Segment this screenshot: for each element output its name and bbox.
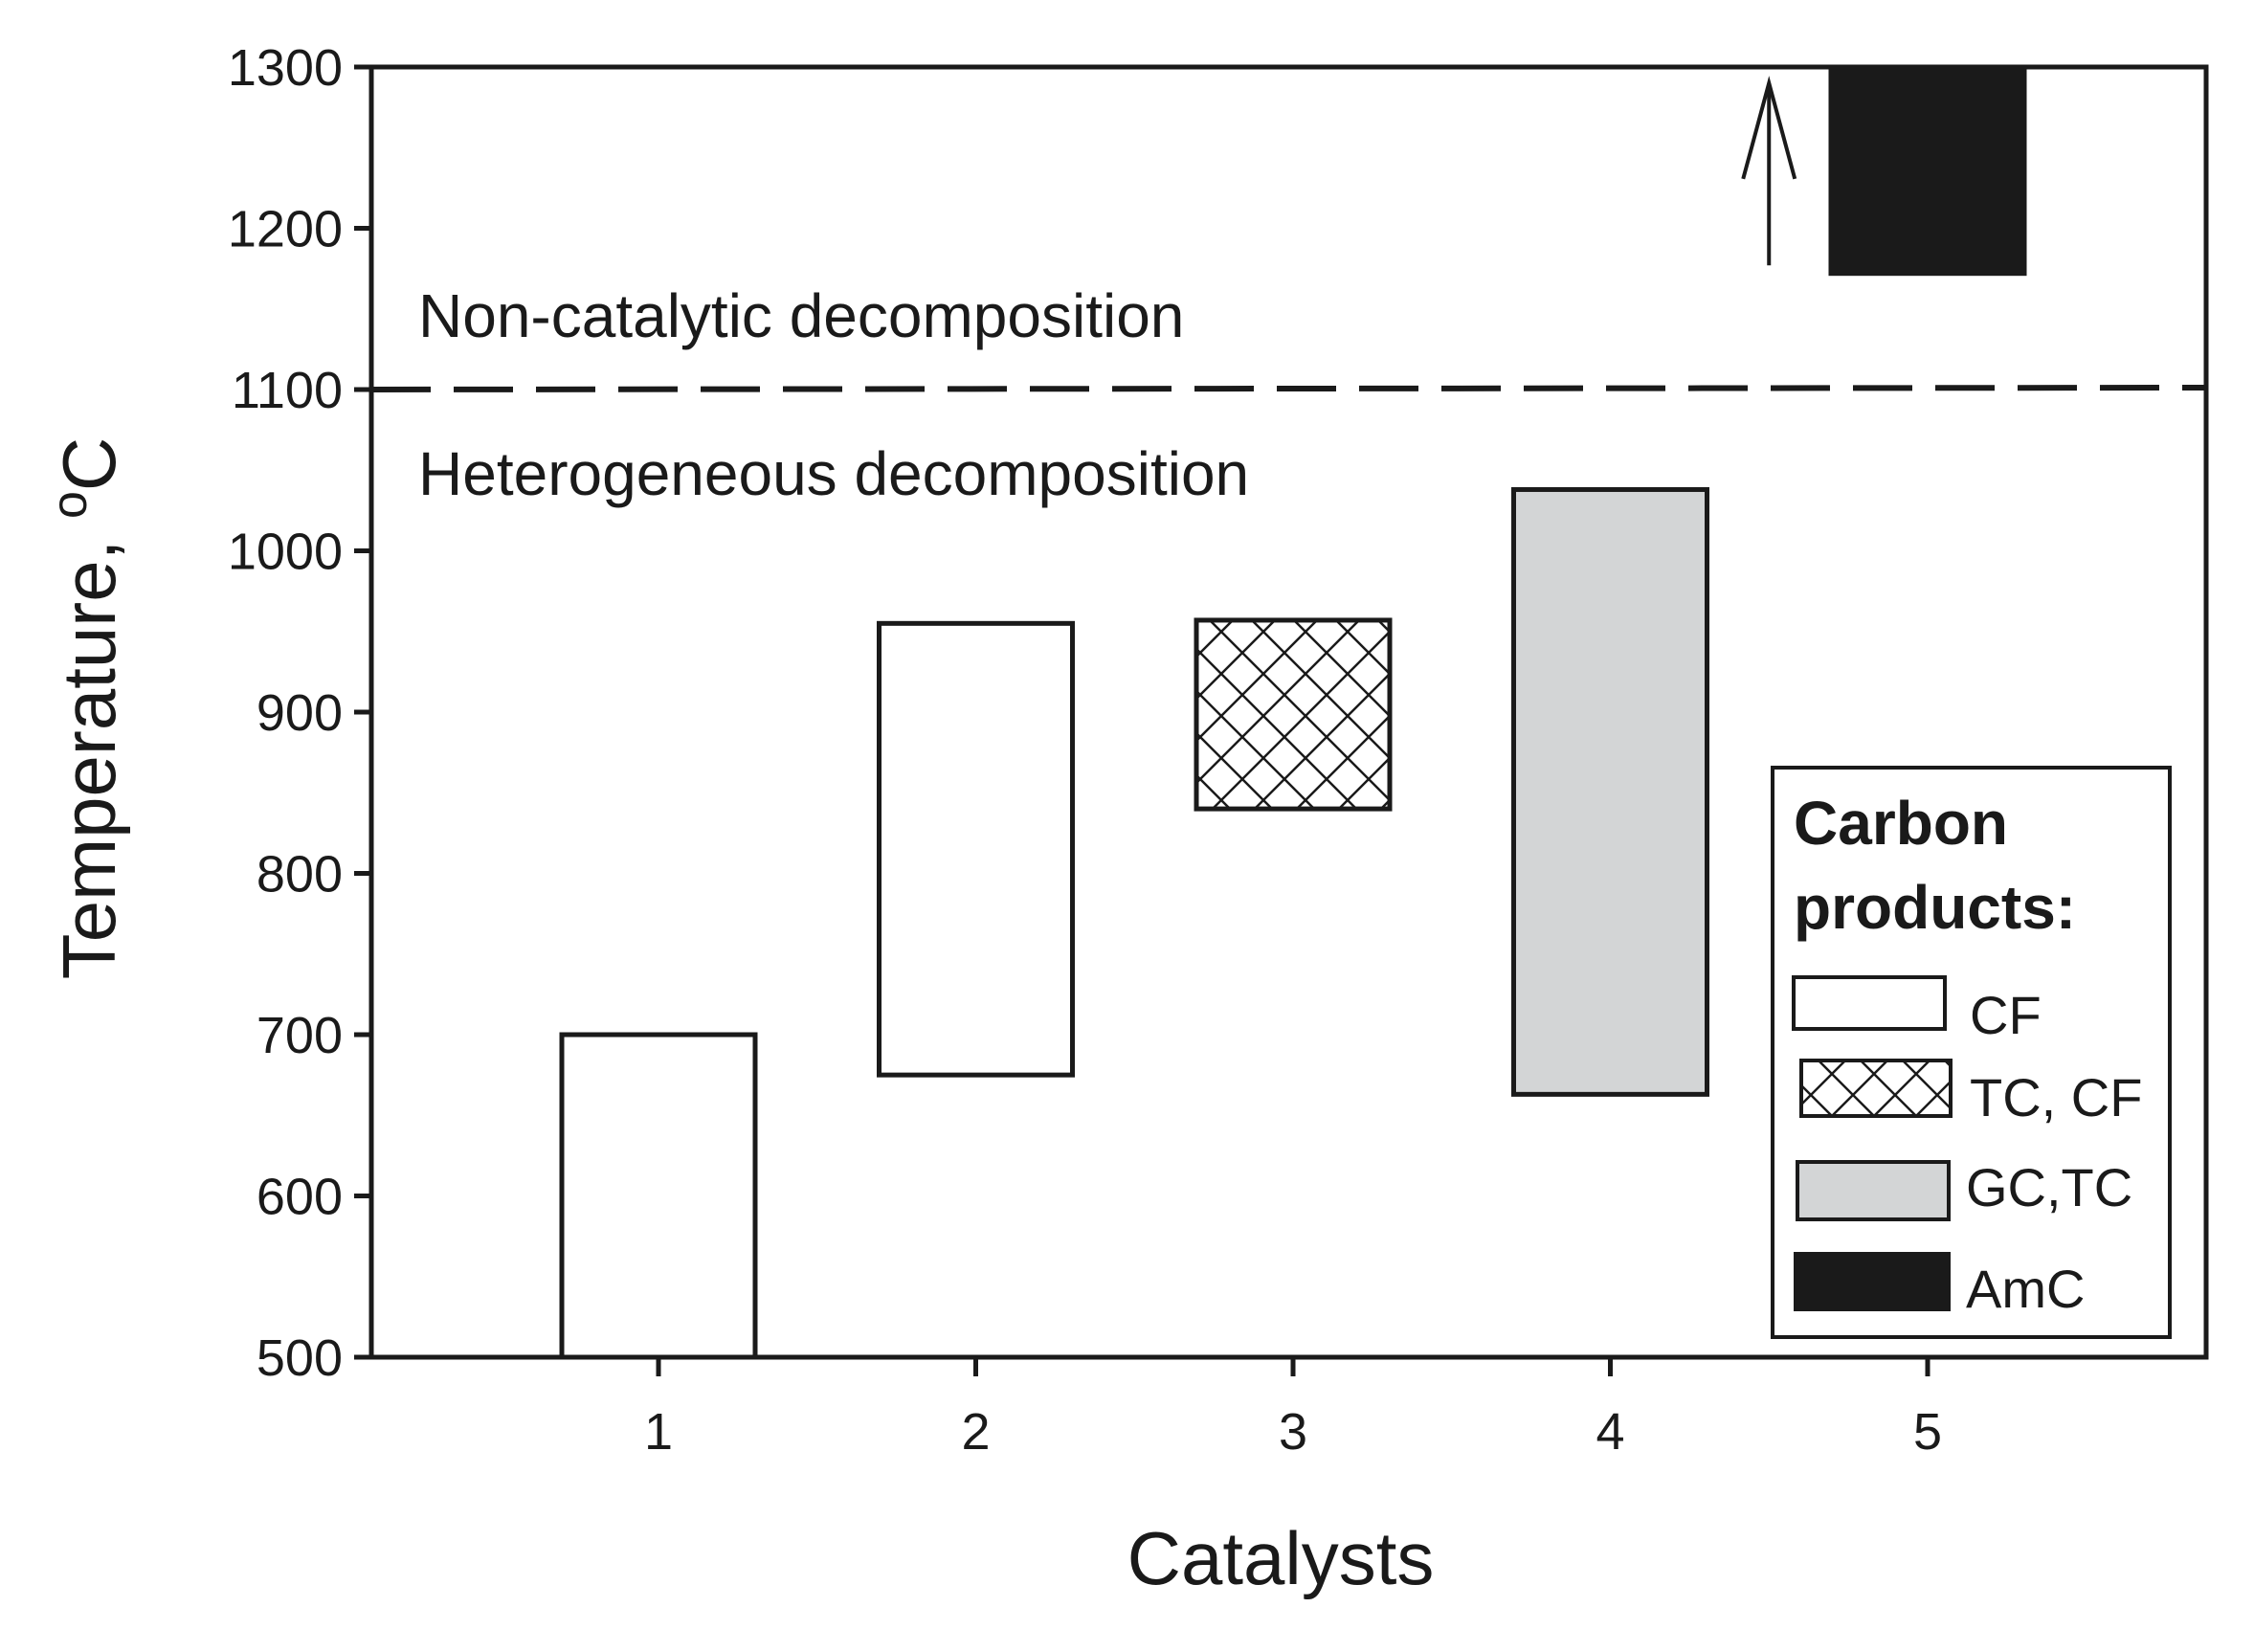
arrow-layer: [1741, 76, 1797, 266]
y-axis-title-text: Temperature,: [47, 519, 131, 979]
y-tick-label: 1100: [232, 362, 343, 419]
x-tick-label: 3: [1279, 1403, 1307, 1461]
bar-catalyst-2: [877, 620, 1075, 1078]
legend-swatch-gc-tc: [1796, 1160, 1951, 1221]
up-arrow-head: [1741, 76, 1797, 180]
y-tick-label: 1300: [228, 39, 343, 97]
legend-title-line2: products:: [1794, 873, 2076, 942]
legend-box: [1771, 766, 2172, 1339]
heterogeneous-label: Heterogeneous decomposition: [418, 439, 1249, 508]
threshold-layer: [370, 385, 2207, 392]
x-tick-label: 1: [644, 1403, 673, 1461]
legend-swatch-tc-cf: [1799, 1059, 1953, 1118]
non-catalytic-label: Non-catalytic decomposition: [418, 281, 1184, 350]
y-tick-label: 1000: [228, 524, 343, 581]
threshold-line: [370, 385, 2207, 392]
y-tick-label: 800: [257, 846, 343, 904]
legend-label-tc-cf: TC, CF: [1970, 1067, 2142, 1127]
y-tick-label: 700: [257, 1007, 343, 1064]
y-tick-label: 600: [257, 1169, 343, 1226]
x-axis: 1 2 3 4 5: [644, 1357, 1942, 1461]
bar-catalyst-1: [559, 1032, 758, 1360]
legend-label-gc-tc: GC,TC: [1966, 1157, 2132, 1217]
x-tick-label: 5: [1913, 1403, 1942, 1461]
legend-swatch-cf: [1792, 975, 1947, 1031]
legend-label-amc: AmC: [1966, 1259, 2085, 1319]
y-tick-label: 900: [257, 684, 343, 742]
y-axis: 500 600 700 800 900 1000 1100 1200 1300: [228, 39, 371, 1387]
bar-catalyst-4: [1511, 486, 1709, 1097]
y-tick-label: 1200: [228, 201, 343, 258]
legend-swatch-amc: [1794, 1252, 1951, 1311]
bars-layer: [559, 64, 2027, 1360]
x-axis-title: Catalysts: [1127, 1516, 1435, 1600]
y-axis-title-superscript: o: [42, 491, 98, 519]
y-tick-label: 500: [257, 1329, 343, 1387]
x-tick-label: 2: [961, 1403, 990, 1461]
y-axis-title-unit: C: [47, 437, 131, 491]
legend-label-cf: CF: [1970, 985, 2042, 1045]
y-axis-title: Temperature, oC: [42, 437, 131, 979]
x-tick-label: 4: [1596, 1403, 1624, 1461]
bar-catalyst-3: [1194, 617, 1393, 812]
legend-title-line1: Carbon: [1794, 789, 2008, 858]
legend: Carbon products: CF TC, CF GC,TC AmC: [1771, 766, 2172, 1339]
bar-catalyst-5: [1828, 64, 2027, 277]
